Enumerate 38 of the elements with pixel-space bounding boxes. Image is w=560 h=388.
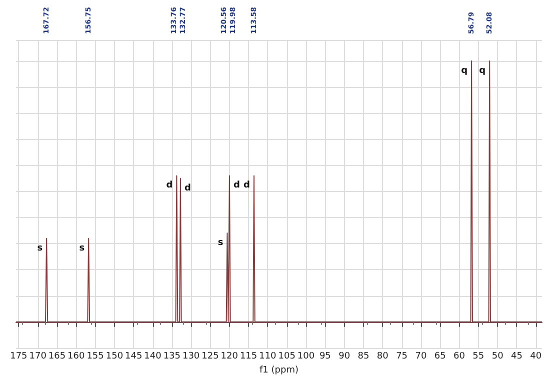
annotation: s [218, 238, 224, 248]
x-tick-label: 165 [48, 352, 66, 362]
x-tick-label: 100 [297, 352, 315, 362]
annotation: d [184, 183, 191, 194]
x-tick-label: 130 [182, 352, 200, 362]
x-tick-label: 85 [358, 352, 370, 362]
x-tick-label: 120 [220, 352, 238, 362]
x-tick-label: 55 [472, 352, 484, 362]
x-tick-label: 45 [510, 352, 522, 362]
x-tick-label: 60 [454, 352, 466, 362]
annotation: d [166, 180, 173, 191]
x-tick-label: 40 [530, 352, 542, 362]
x-tick-label: 155 [86, 352, 104, 362]
x-tick-label: 65 [434, 352, 446, 362]
x-tick-label: 90 [338, 352, 350, 362]
annotation: q [479, 66, 486, 76]
x-tick-label: 70 [415, 352, 427, 362]
x-tick-label: 160 [68, 352, 86, 362]
x-tick-label: 50 [492, 352, 504, 362]
annotation: s [37, 243, 43, 254]
x-tick-label: 80 [376, 352, 389, 362]
x-tick-label: 75 [396, 352, 408, 362]
annotation: q [461, 66, 468, 76]
x-tick-label: 110 [259, 352, 277, 362]
x-axis-title: f1 (ppm) [260, 365, 298, 376]
x-tick-label: 125 [202, 352, 219, 362]
x-tick-label: 95 [319, 352, 331, 362]
x-tick-label: 105 [278, 352, 296, 362]
x-tick-label: 140 [144, 352, 162, 362]
annotation: d [244, 180, 250, 191]
annotation: s [79, 243, 85, 254]
x-tick-label: 145 [125, 352, 142, 362]
annotation: d [233, 180, 240, 191]
x-tick-label: 170 [29, 352, 47, 362]
x-tick-label: 175 [10, 352, 28, 362]
x-tick-label: 150 [106, 352, 124, 362]
x-tick-label: 115 [240, 352, 258, 362]
x-tick-label: 135 [163, 352, 181, 362]
